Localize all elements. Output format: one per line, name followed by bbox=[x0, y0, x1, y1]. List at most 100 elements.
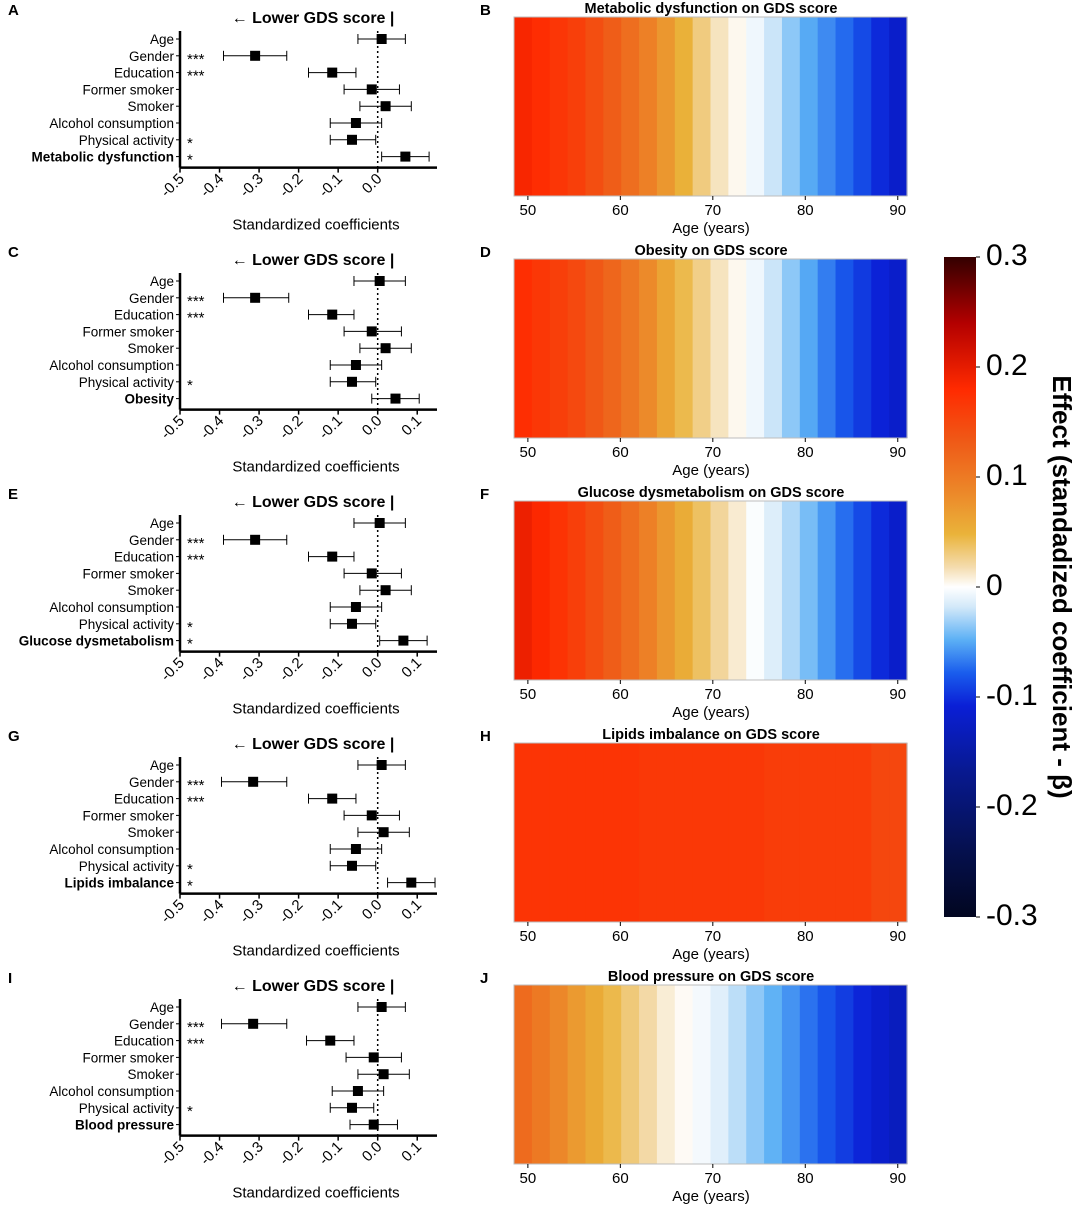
heatmap-band bbox=[817, 259, 837, 438]
heatmap-band bbox=[781, 501, 801, 680]
heatmap-band bbox=[871, 17, 890, 196]
heatmap-band bbox=[871, 501, 890, 680]
heatmap-band bbox=[728, 501, 747, 680]
heatmap-title: Metabolic dysfunction on GDS score bbox=[585, 1, 838, 17]
covariate-row-label: Age bbox=[150, 32, 174, 47]
heatmap-frame bbox=[513, 984, 908, 1165]
covariate-row-label: Alcohol consumption bbox=[49, 842, 174, 857]
heatmap-band bbox=[817, 17, 837, 196]
forest-arrow-label: ← Lower GDS score | bbox=[232, 736, 395, 753]
heatmap-band bbox=[799, 17, 819, 196]
significance-marker: * bbox=[187, 636, 193, 653]
heatmap-band bbox=[674, 259, 694, 438]
heatmap-x-tick-label: 60 bbox=[612, 928, 629, 945]
colorbar-tick-label: 0.3 bbox=[986, 239, 1028, 272]
heatmap: J Blood pressure on GDS score 50 60 70 80 90 Ag… bbox=[480, 969, 908, 1205]
heatmap-band bbox=[674, 743, 694, 922]
colorbar-tick-label: 0.2 bbox=[986, 349, 1028, 382]
significance-marker: *** bbox=[187, 794, 205, 811]
point-estimate bbox=[374, 276, 385, 286]
covariate-row-label: Education bbox=[114, 792, 174, 807]
heatmap-x-tick-label: 80 bbox=[797, 1170, 814, 1187]
heatmap-band bbox=[853, 985, 872, 1164]
point-estimate bbox=[248, 776, 259, 787]
heatmap-band bbox=[728, 743, 747, 922]
heatmap-band bbox=[817, 501, 837, 680]
heatmap-title: Glucose dysmetabolism on GDS score bbox=[578, 485, 845, 501]
heatmap: F Glucose dysmetabolism on GDS score 50 60 7… bbox=[480, 485, 908, 721]
heatmap-band bbox=[710, 501, 729, 680]
heatmap-band bbox=[656, 743, 676, 922]
forest-plot: C ← Lower GDS score | Age Gender *** Educatio… bbox=[8, 244, 437, 476]
forest-x-tick-label: -0.3 bbox=[237, 654, 267, 684]
heatmap-band bbox=[835, 501, 855, 680]
heatmap-title: Obesity on GDS score bbox=[634, 243, 787, 259]
heatmap-band bbox=[835, 985, 855, 1164]
point-estimate bbox=[374, 518, 385, 528]
forest-arrow-label: ← Lower GDS score | bbox=[232, 978, 395, 995]
heatmap-band bbox=[585, 743, 604, 922]
heatmap-x-axis-label: Age (years) bbox=[672, 1188, 750, 1205]
heatmap-x-tick-label: 70 bbox=[704, 1170, 721, 1187]
heatmap-title: Lipids imbalance on GDS score bbox=[602, 727, 820, 743]
heatmap-band bbox=[656, 17, 676, 196]
heatmap-band bbox=[853, 501, 872, 680]
heatmap-band bbox=[674, 985, 694, 1164]
heatmap-band bbox=[764, 501, 783, 680]
forest-arrow-label: ← Lower GDS score | bbox=[232, 252, 395, 269]
heatmap-band bbox=[692, 259, 712, 438]
heatmap-x-tick-label: 90 bbox=[889, 444, 906, 461]
forest-plot: E ← Lower GDS score | Age Gender *** Educatio… bbox=[8, 486, 437, 718]
forest-x-tick-label: -0.1 bbox=[316, 412, 346, 442]
covariate-row-label: Physical activity bbox=[79, 133, 175, 148]
heatmap-band bbox=[764, 259, 783, 438]
heatmap-x-tick-label: 80 bbox=[797, 928, 814, 945]
heatmap-band bbox=[639, 743, 658, 922]
heatmap-band bbox=[567, 743, 587, 922]
heatmap-band bbox=[764, 985, 783, 1164]
heatmap-band bbox=[621, 17, 640, 196]
heatmap-band bbox=[799, 985, 819, 1164]
heatmap-band bbox=[871, 743, 890, 922]
covariate-row-label: Alcohol consumption bbox=[49, 600, 174, 615]
heatmap-band bbox=[603, 17, 622, 196]
heatmap-band bbox=[764, 743, 783, 922]
significance-marker: *** bbox=[187, 68, 205, 85]
significance-marker: * bbox=[187, 878, 193, 895]
point-estimate bbox=[327, 309, 338, 320]
heatmap-x-tick-label: 80 bbox=[797, 686, 814, 703]
heatmap-band bbox=[746, 259, 765, 438]
significance-marker: * bbox=[187, 619, 193, 636]
colorbar-tick-label: -0.2 bbox=[986, 789, 1038, 822]
heatmap-panel-letter: B bbox=[480, 2, 491, 19]
forest-x-axis-label: Standardized coefficients bbox=[232, 459, 399, 476]
heatmap-x-tick-label: 80 bbox=[797, 202, 814, 219]
covariate-row-label: Education bbox=[114, 1034, 174, 1049]
heatmap-band bbox=[746, 743, 765, 922]
heatmap-band bbox=[781, 743, 801, 922]
heatmap-band bbox=[567, 259, 587, 438]
significance-marker: *** bbox=[187, 535, 205, 552]
heatmap-x-tick-label: 90 bbox=[889, 928, 906, 945]
heatmap-band bbox=[692, 501, 712, 680]
heatmap-band bbox=[549, 743, 569, 922]
forest-plot: G ← Lower GDS score | Age Gender *** Educatio… bbox=[8, 728, 437, 960]
heatmap-band bbox=[764, 17, 783, 196]
forest-x-tick-label: -0.5 bbox=[158, 654, 188, 684]
heatmap-band bbox=[567, 501, 587, 680]
heatmap-band bbox=[817, 743, 837, 922]
heatmap-band bbox=[853, 17, 872, 196]
colorbar-ticks: 0.3 0.2 0.1 0 -0.1 -0.2 -0.3 bbox=[976, 239, 1038, 932]
heatmap-band bbox=[799, 501, 819, 680]
colorbar-tick-label: -0.3 bbox=[986, 899, 1038, 932]
covariate-row-label: Age bbox=[150, 274, 174, 289]
heatmap-band bbox=[531, 17, 551, 196]
forest-x-tick-label: -0.4 bbox=[197, 1138, 227, 1168]
point-estimate bbox=[250, 50, 261, 61]
heatmap-frame bbox=[513, 500, 908, 681]
heatmap-x-tick-label: 60 bbox=[612, 1170, 629, 1187]
heatmap-band bbox=[889, 985, 908, 1164]
covariate-row-label: Age bbox=[150, 758, 174, 773]
